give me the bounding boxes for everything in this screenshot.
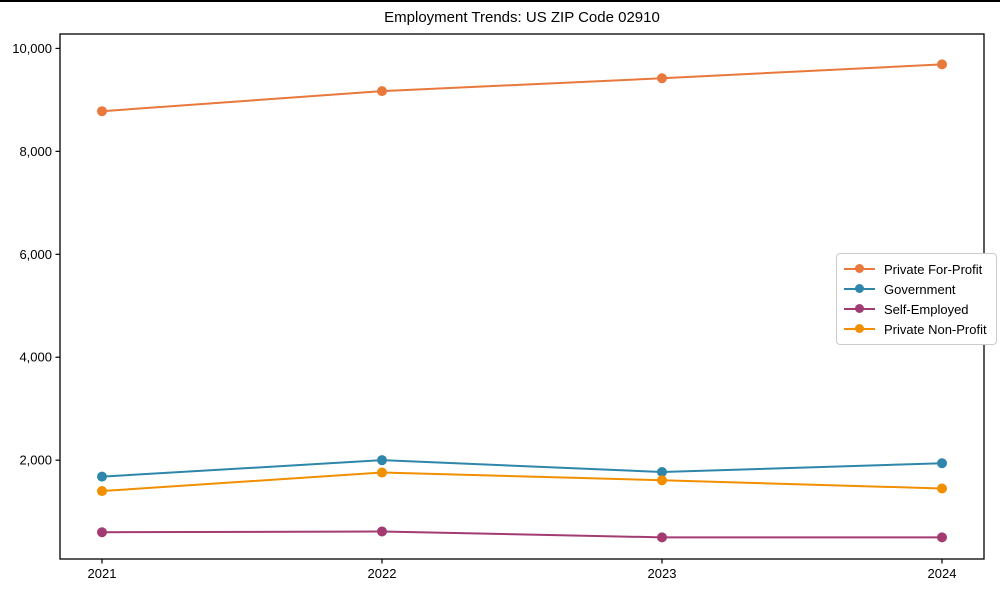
legend-line-dot-icon — [844, 324, 875, 334]
legend-label: Private Non-Profit — [884, 321, 987, 337]
legend: Private For-Profit Government Self-Emplo… — [836, 253, 997, 345]
y-tick-label: 8,000 — [19, 144, 52, 159]
legend-line-dot-icon — [844, 304, 875, 314]
series-point-self-employed — [377, 526, 387, 537]
series-point-private-non-profit — [937, 483, 947, 494]
y-tick-label: 2,000 — [19, 453, 52, 468]
legend-line-dot-icon — [844, 284, 875, 294]
series-point-private-for-profit — [937, 59, 947, 70]
legend-item-private-non-profit: Private Non-Profit — [844, 319, 987, 339]
y-tick-label: 10,000 — [12, 41, 52, 56]
x-tick-label: 2021 — [88, 566, 117, 581]
series-point-private-for-profit — [657, 73, 667, 84]
series-point-government — [97, 471, 107, 482]
x-tick-label: 2024 — [928, 566, 957, 581]
series-line-private-for-profit — [101, 63, 943, 113]
y-tick-label: 6,000 — [19, 247, 52, 262]
x-tick-label: 2022 — [368, 566, 397, 581]
series-point-self-employed — [657, 532, 667, 543]
series-point-government — [377, 455, 387, 466]
series-line-self-employed — [101, 530, 942, 539]
figure-top-edge — [0, 0, 1000, 2]
chart-title: Employment Trends: US ZIP Code 02910 — [384, 9, 660, 26]
legend-item-self-employed: Self-Employed — [844, 299, 987, 319]
legend-item-private-for-profit: Private For-Profit — [844, 259, 987, 279]
series-point-private-non-profit — [657, 475, 667, 486]
series-point-private-non-profit — [97, 486, 107, 497]
legend-line-dot-icon — [844, 264, 875, 274]
legend-label: Self-Employed — [884, 301, 969, 317]
x-tick-label: 2023 — [648, 566, 677, 581]
legend-label: Government — [884, 281, 956, 297]
legend-label: Private For-Profit — [884, 261, 983, 277]
series-line-private-non-profit — [101, 471, 943, 493]
series-point-government — [657, 467, 667, 478]
series-line-government — [101, 459, 943, 478]
series-point-self-employed — [97, 527, 107, 538]
series-point-private-for-profit — [377, 86, 387, 97]
series-point-government — [937, 458, 947, 469]
legend-item-government: Government — [844, 279, 987, 299]
series-point-private-for-profit — [97, 106, 107, 117]
series-point-private-non-profit — [377, 467, 387, 478]
series-point-self-employed — [937, 532, 947, 543]
y-tick-label: 4,000 — [19, 350, 52, 365]
